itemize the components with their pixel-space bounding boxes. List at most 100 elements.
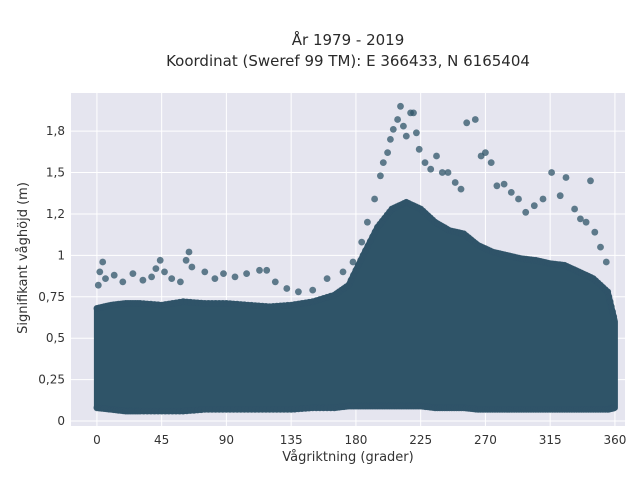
data-point (402, 132, 410, 140)
data-point (427, 165, 435, 173)
data-point (421, 159, 429, 167)
data-point (577, 215, 584, 223)
x-tick-label: 0 (93, 433, 101, 447)
x-tick-label: 315 (539, 433, 562, 447)
data-point (438, 169, 446, 176)
data-point (597, 243, 604, 251)
x-tick-label: 90 (219, 433, 234, 447)
y-tick-label: 0,75 (38, 290, 65, 304)
x-tick-label: 45 (154, 433, 169, 447)
data-point (457, 185, 465, 193)
data-point (591, 228, 599, 236)
data-point (323, 275, 331, 282)
data-point (444, 169, 452, 176)
data-point (389, 125, 397, 133)
data-point (102, 275, 109, 282)
data-point (539, 195, 547, 203)
y-tick-label: 1 (57, 248, 65, 262)
data-point-cloud (93, 198, 618, 415)
data-point (182, 256, 190, 264)
x-tick-label: 360 (603, 433, 626, 447)
data-point (522, 208, 530, 216)
data-points (94, 102, 610, 296)
x-axis-label: Vågriktning (grader) (282, 450, 413, 465)
y-tick-label: 1,8 (46, 124, 65, 138)
data-point (493, 182, 501, 190)
data-point (188, 263, 196, 271)
data-point (129, 270, 137, 277)
data-point (358, 238, 366, 246)
data-point (94, 281, 102, 289)
data-point (263, 266, 271, 274)
x-tick-label: 270 (474, 433, 497, 447)
data-point (562, 174, 570, 181)
data-point (185, 248, 193, 256)
data-point (500, 180, 508, 188)
data-point (451, 179, 459, 186)
x-tick-label: 180 (344, 433, 367, 447)
y-tick-label: 0 (57, 414, 65, 428)
data-point (220, 270, 227, 277)
data-point (231, 273, 239, 281)
data-point (96, 268, 104, 276)
data-point (387, 136, 394, 143)
y-tick-label: 1,5 (46, 166, 65, 180)
data-point (371, 195, 378, 203)
data-point (201, 268, 209, 276)
data-point (99, 258, 107, 266)
data-point (283, 285, 291, 292)
x-tick-label: 135 (280, 433, 303, 447)
data-point (482, 149, 489, 157)
x-axis-ticks: 0 45 90 135 180 225 270 315 360 (93, 433, 626, 447)
data-point (139, 276, 147, 284)
data-point (433, 152, 440, 160)
y-axis-label: Signifikant våghöjd (m) (16, 182, 31, 334)
data-point (168, 275, 176, 282)
data-point (415, 145, 423, 153)
data-point (211, 275, 219, 282)
data-point (256, 266, 263, 274)
data-point (309, 286, 317, 294)
data-point (364, 218, 371, 226)
y-tick-label: 0,5 (46, 331, 65, 345)
y-axis-ticks: 0 0,25 0,5 0,75 1 1,2 1,5 1,8 (38, 124, 65, 428)
cloud-edge-point (610, 313, 618, 321)
cloud-edge-point (610, 404, 618, 412)
data-point (243, 270, 251, 277)
data-point (515, 195, 522, 203)
data-point (156, 256, 164, 264)
data-point (463, 119, 471, 127)
data-point (119, 278, 127, 286)
chart-title-line2: Koordinat (Sweref 99 TM): E 366433, N 61… (166, 52, 530, 70)
data-point (148, 273, 156, 281)
data-point (110, 271, 118, 279)
data-point (487, 159, 495, 167)
data-point (152, 265, 160, 272)
data-point (177, 278, 184, 286)
data-point (400, 122, 407, 130)
data-point (394, 116, 401, 123)
data-point (271, 278, 279, 286)
data-point (410, 109, 417, 117)
chart-title-line1: År 1979 - 2019 (292, 30, 405, 49)
data-point (530, 202, 538, 210)
data-point (349, 258, 357, 266)
y-tick-label: 0,25 (38, 373, 65, 387)
data-point (413, 129, 420, 137)
data-point (377, 172, 384, 180)
data-point (295, 288, 302, 296)
data-point (471, 116, 479, 123)
data-point (161, 268, 168, 276)
data-point (548, 169, 555, 176)
data-point (379, 159, 387, 167)
data-point (556, 192, 564, 200)
data-point (397, 102, 404, 110)
data-point (582, 218, 590, 226)
data-point (384, 149, 391, 157)
data-point (571, 205, 578, 213)
y-tick-label: 1,2 (46, 207, 65, 221)
data-point (339, 268, 347, 276)
data-point (507, 189, 515, 196)
data-point (602, 258, 610, 266)
